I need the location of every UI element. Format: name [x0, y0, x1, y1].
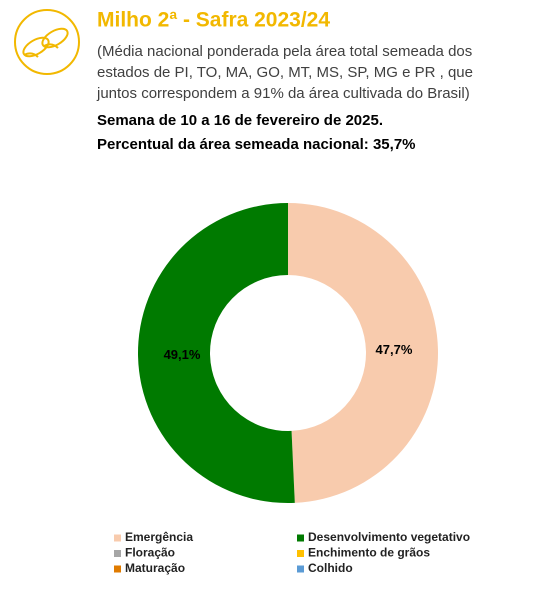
legend-swatch — [297, 550, 304, 557]
legend-swatch — [297, 565, 304, 573]
week-label: Semana de 10 a 16 de fevereiro de 2025. — [97, 112, 383, 129]
subtitle-line: estados de PI, TO, MA, GO, MT, MS, SP, M… — [97, 64, 473, 81]
value-label: 47,7% — [376, 342, 413, 357]
donut-slice — [137, 203, 295, 503]
legend-label: Maturação — [125, 561, 185, 575]
legend-label: Colhido — [308, 561, 353, 575]
area-label: Percentual da área semeada nacional: 35,… — [97, 136, 416, 153]
legend-label: Floração — [125, 546, 175, 560]
corn-icon — [14, 9, 80, 75]
value-label: 49,1% — [164, 347, 201, 362]
legend-label: Desenvolvimento vegetativo — [308, 530, 470, 544]
chart-title: Milho 2ª - Safra 2023/24 — [97, 9, 330, 32]
legend-label: Emergência — [125, 530, 193, 544]
legend-label: Enchimento de grãos — [308, 546, 430, 560]
donut-slice — [288, 203, 438, 503]
subtitle-line: (Média nacional ponderada pela área tota… — [97, 43, 472, 60]
legend-swatch — [114, 534, 121, 542]
legend-swatch — [114, 565, 121, 573]
legend-swatch — [297, 534, 304, 542]
legend-swatch — [114, 550, 121, 557]
subtitle-line: juntos correspondem a 91% da área cultiv… — [96, 85, 470, 102]
